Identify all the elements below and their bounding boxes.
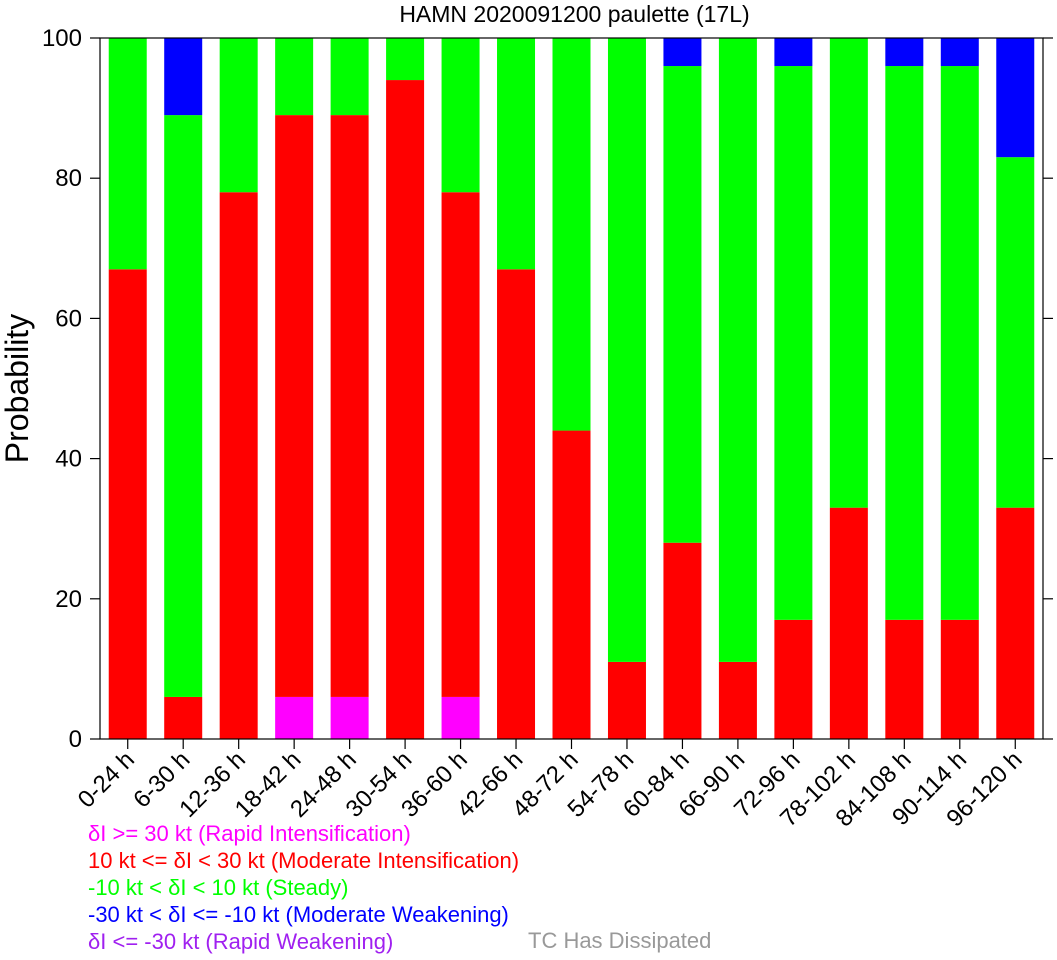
bar-segment-steady-13 (829, 38, 868, 508)
dissipated-note: TC Has Dissipated (528, 928, 712, 953)
bar-segment-moderate-intensification-2 (219, 192, 258, 740)
bar-segment-moderate-intensification-13 (829, 507, 868, 739)
y-tick-label-20: 20 (55, 586, 82, 613)
y-tick-label-60: 60 (55, 305, 82, 332)
y-tick-label-0: 0 (69, 726, 82, 753)
bar-segment-moderate-intensification-4 (330, 115, 369, 697)
bar-segment-moderate-intensification-10 (663, 542, 702, 739)
bar-segment-moderate-intensification-0 (108, 269, 147, 739)
y-tick-label-80: 80 (55, 165, 82, 192)
legend: δI >= 30 kt (Rapid Intensification) 10 k… (88, 820, 519, 955)
legend-entry-moderate-intensification: 10 kt <= δI < 30 kt (Moderate Intensific… (88, 848, 520, 873)
x-tick-label-0: 0-24 h (73, 746, 140, 813)
bar-segment-steady-11 (718, 38, 757, 662)
bar-segment-rapid-intensification-4 (330, 696, 369, 739)
bar-segment-moderate-weakening-10 (663, 38, 702, 67)
bar-segment-steady-12 (774, 66, 813, 620)
bar-segment-steady-14 (885, 66, 924, 620)
bar-segment-rapid-intensification-6 (441, 696, 480, 739)
y-tick-label-40: 40 (55, 446, 82, 473)
legend-entry-steady: -10 kt < δI < 10 kt (Steady) (88, 875, 349, 900)
legend-entry-rapid-intensification: δI >= 30 kt (Rapid Intensification) (88, 821, 411, 846)
y-tick-label-100: 100 (42, 25, 82, 52)
bar-segment-moderate-weakening-14 (885, 38, 924, 67)
bar-segment-steady-3 (275, 38, 314, 116)
bar-segment-steady-4 (330, 38, 369, 116)
bar-segment-moderate-intensification-14 (885, 619, 924, 739)
chart-title: HAMN 2020091200 paulette (17L) (399, 1, 749, 27)
bar-segment-moderate-intensification-12 (774, 619, 813, 739)
bar-segment-steady-1 (164, 115, 203, 697)
bar-segment-moderate-intensification-16 (996, 507, 1035, 739)
bar-segment-rapid-intensification-3 (275, 696, 314, 739)
bar-segment-steady-9 (607, 38, 646, 662)
bar-segment-moderate-weakening-15 (940, 38, 979, 67)
legend-entry-rapid-weakening: δI <= -30 kt (Rapid Weakening) (88, 929, 394, 954)
bar-segment-moderate-intensification-3 (275, 115, 314, 697)
bar-segment-steady-10 (663, 66, 702, 543)
bar-segment-moderate-intensification-5 (386, 80, 425, 739)
bar-segment-moderate-weakening-12 (774, 38, 813, 67)
bar-segment-moderate-intensification-7 (497, 269, 536, 739)
y-axis-label: Probability (0, 314, 35, 463)
bar-segment-moderate-intensification-9 (607, 661, 646, 739)
bar-segment-moderate-intensification-6 (441, 192, 480, 697)
bar-segment-steady-2 (219, 38, 258, 193)
bar-segment-steady-15 (940, 66, 979, 620)
bar-segment-steady-8 (552, 38, 591, 431)
legend-entry-moderate-weakening: -30 kt < δI <= -10 kt (Moderate Weakenin… (88, 902, 509, 927)
bar-segment-moderate-intensification-8 (552, 430, 591, 739)
bar-segment-steady-16 (996, 157, 1035, 508)
bar-segment-steady-6 (441, 38, 480, 193)
bar-segment-moderate-weakening-1 (164, 38, 203, 116)
bar-segment-moderate-intensification-1 (164, 696, 203, 739)
bar-segment-steady-5 (386, 38, 425, 81)
bar-segment-moderate-intensification-11 (718, 661, 757, 739)
bar-segment-moderate-weakening-16 (996, 38, 1035, 158)
bar-segment-steady-0 (108, 38, 147, 270)
bar-segment-moderate-intensification-15 (940, 619, 979, 739)
bar-segment-steady-7 (497, 38, 536, 270)
